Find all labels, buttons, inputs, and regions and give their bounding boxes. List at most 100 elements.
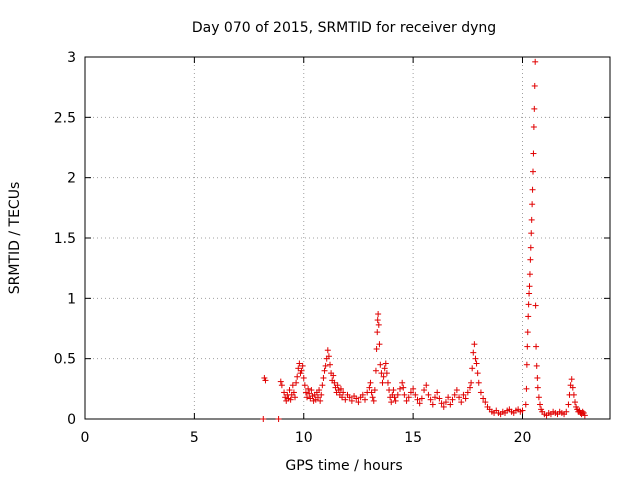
data-point (527, 256, 534, 263)
data-point (373, 346, 380, 353)
y-tick-label: 3 (67, 50, 76, 66)
data-point (394, 391, 401, 398)
data-point (314, 394, 321, 401)
data-point (318, 391, 325, 398)
data-point (405, 394, 412, 401)
data-point (519, 407, 526, 414)
data-point (429, 401, 436, 408)
data-point (529, 186, 536, 193)
data-point (414, 396, 421, 403)
data-point (456, 394, 463, 401)
data-point (374, 329, 381, 336)
data-point (447, 401, 454, 408)
y-tick-label: 0 (67, 412, 76, 428)
y-tick-label: 1 (67, 291, 76, 307)
data-point (533, 362, 540, 369)
data-point (467, 384, 473, 391)
data-point (531, 82, 538, 89)
data-point (353, 395, 360, 402)
data-point (482, 399, 489, 406)
data-point (534, 374, 541, 381)
data-point (524, 343, 531, 350)
data-point (342, 396, 349, 403)
data-point (537, 401, 543, 408)
data-point (449, 396, 456, 403)
data-point (327, 361, 333, 368)
data-point (382, 360, 389, 367)
data-point (525, 313, 532, 320)
data-point (293, 379, 300, 386)
data-point (523, 361, 530, 368)
data-point (298, 367, 305, 374)
x-tick-label: 10 (295, 430, 313, 446)
data-point (301, 382, 308, 389)
data-point (330, 372, 337, 379)
data-point (374, 317, 381, 324)
data-point (474, 370, 481, 377)
data-point (432, 394, 438, 401)
data-point (368, 389, 375, 396)
data-point (528, 216, 535, 223)
data-point (470, 349, 477, 356)
data-point (524, 329, 531, 336)
data-point (287, 396, 294, 403)
y-axis-label: SRMTID / TECUs (7, 182, 23, 295)
data-point (471, 341, 478, 348)
data-point (421, 387, 428, 394)
data-point (436, 395, 443, 402)
data-point (530, 123, 537, 130)
data-point (526, 283, 533, 290)
data-point (473, 360, 480, 367)
data-point (305, 385, 312, 392)
data-point (388, 399, 395, 406)
data-point (528, 230, 535, 237)
data-point (300, 374, 307, 381)
data-point (325, 353, 332, 360)
data-point (392, 397, 399, 404)
data-point (337, 385, 344, 392)
data-point (480, 395, 487, 402)
data-point (427, 396, 434, 403)
data-point (281, 389, 288, 396)
data-point (277, 378, 284, 385)
data-point (286, 387, 293, 394)
data-point (532, 302, 539, 309)
data-point (410, 385, 417, 392)
data-point (260, 416, 267, 422)
data-point (423, 382, 430, 389)
data-point (359, 391, 366, 398)
data-point (472, 355, 479, 362)
data-point (299, 362, 306, 369)
data-point (533, 343, 540, 350)
data-point (464, 389, 471, 396)
data-point (296, 360, 303, 367)
data-point (278, 382, 285, 389)
data-point (477, 389, 484, 396)
data-point (529, 201, 536, 208)
data-point (348, 397, 355, 404)
data-point (568, 376, 575, 383)
data-point (362, 396, 368, 403)
data-point (579, 408, 586, 415)
data-point (306, 390, 313, 397)
data-point (384, 379, 391, 386)
data-point (321, 367, 328, 374)
data-point (403, 397, 410, 404)
data-point (523, 385, 530, 392)
data-point (262, 377, 269, 384)
data-point (295, 365, 302, 372)
data-point (366, 384, 373, 391)
data-point (376, 341, 383, 348)
data-point (371, 387, 378, 394)
data-point (451, 391, 458, 398)
y-tick-label: 2 (67, 171, 76, 187)
data-point (372, 367, 379, 374)
data-point (339, 394, 346, 401)
data-point (425, 391, 432, 398)
data-point (532, 58, 539, 65)
data-point (570, 391, 577, 398)
data-point (440, 403, 447, 410)
data-point (292, 394, 298, 401)
data-point (475, 379, 482, 386)
